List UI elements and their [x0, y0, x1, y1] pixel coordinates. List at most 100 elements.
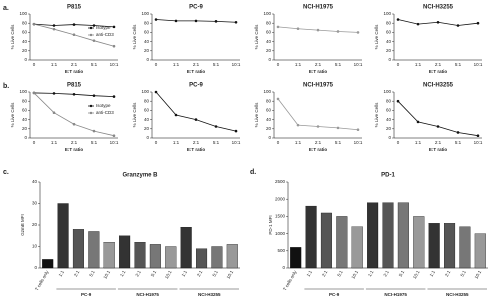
data-point — [296, 123, 300, 127]
bar — [367, 202, 379, 269]
x-tick-label: 5:1 — [150, 269, 158, 277]
y-tick-label: 80 — [266, 20, 272, 25]
y-tick-label: 60 — [144, 30, 150, 35]
y-tick-label: 40 — [386, 117, 392, 122]
x-tick-label: 5:1 — [88, 269, 96, 277]
chart-title: NCI-H3255 — [423, 83, 454, 89]
legend-marker — [89, 33, 93, 37]
x-tick-label: 10:1 — [412, 269, 421, 280]
y-axis-label: % Live Cells — [254, 102, 259, 128]
y-tick-label: 100 — [263, 11, 271, 16]
y-tick-label: 100 — [383, 89, 391, 94]
y-tick-label: 0 — [388, 57, 391, 62]
x-axis-label: E:T ratio — [187, 147, 206, 152]
x-tick-label: 5:1 — [213, 140, 220, 145]
x-tick-label: 10:1 — [110, 62, 119, 67]
panel-label: d. — [250, 169, 256, 176]
y-tick-label: 40 — [22, 39, 28, 44]
x-tick-label: 10:1 — [164, 269, 173, 280]
y-tick-label: 0 — [268, 135, 271, 140]
x-axis-label: E:T ratio — [429, 147, 448, 152]
x-tick-label: 2:1 — [444, 269, 452, 277]
y-tick-label: 40 — [32, 179, 38, 184]
x-tick-label: 1:1 — [51, 140, 58, 145]
y-tick-label: 2500 — [275, 179, 286, 184]
x-tick-label: 5:1 — [91, 62, 98, 67]
data-point — [416, 22, 420, 26]
y-tick-label: 20 — [22, 48, 28, 53]
y-tick-label: 40 — [386, 39, 392, 44]
y-tick-label: 500 — [277, 248, 285, 253]
x-tick-label: 2:1 — [134, 269, 142, 277]
y-tick-label: 40 — [266, 117, 272, 122]
x-tick-label: 0 — [277, 140, 280, 145]
series-line — [277, 98, 359, 131]
x-tick-label: 10:1 — [225, 269, 234, 280]
chart-title: PC-9 — [189, 83, 203, 89]
x-tick-label: 1:1 — [415, 62, 422, 67]
data-point — [52, 27, 56, 31]
y-tick-label: 1000 — [275, 231, 286, 236]
bar — [196, 248, 208, 269]
x-tick-label: 2:1 — [193, 140, 200, 145]
legend-marker — [89, 104, 93, 108]
x-tick-label: 5:1 — [455, 62, 462, 67]
chart-title: NCI-H3255 — [423, 5, 454, 11]
x-tick-label: 1:1 — [173, 62, 180, 67]
y-tick-label: 80 — [386, 98, 392, 103]
legend-label: anti-CD3 — [96, 110, 114, 115]
x-tick-label: 1:1 — [295, 140, 302, 145]
data-point — [72, 93, 76, 96]
x-tick-label: 10:1 — [474, 62, 483, 67]
data-point — [92, 94, 96, 97]
series-line — [155, 91, 237, 132]
x-tick-label: 5:1 — [211, 269, 219, 277]
legend-marker — [89, 111, 93, 115]
group-label: NCI-H1975 — [384, 292, 407, 297]
y-axis-label: PD-1 MFI — [268, 215, 273, 234]
chart-title: Granzyme B — [122, 173, 158, 179]
y-tick-label: 1500 — [275, 214, 286, 219]
data-point — [234, 20, 238, 24]
y-tick-label: 100 — [263, 89, 271, 94]
y-tick-label: 100 — [141, 11, 149, 16]
bar — [72, 229, 84, 269]
bar — [211, 246, 223, 269]
panel-label: c. — [3, 169, 9, 176]
y-axis-label: % Live Cells — [132, 102, 137, 128]
x-tick-label: 0 — [33, 62, 36, 67]
y-axis-label: % Live Cells — [10, 24, 15, 50]
data-point — [32, 91, 36, 95]
y-tick-label: 20 — [32, 222, 38, 227]
x-tick-label: 2:1 — [196, 269, 204, 277]
x-tick-label: 2:1 — [321, 269, 329, 277]
x-tick-label: 10:1 — [232, 140, 241, 145]
y-tick-label: 100 — [383, 11, 391, 16]
x-tick-label: 2:1 — [315, 140, 322, 145]
bar — [103, 242, 115, 269]
x-tick-label: T cells only — [34, 269, 50, 292]
y-tick-label: 20 — [266, 126, 272, 131]
y-tick-label: 60 — [22, 108, 28, 113]
group-label: PC-9 — [329, 292, 340, 297]
x-tick-label: 10:1 — [232, 62, 241, 67]
x-tick-label: 10:1 — [102, 269, 111, 280]
x-tick-label: 10:1 — [474, 140, 483, 145]
data-point — [214, 125, 218, 128]
data-point — [436, 20, 440, 24]
y-tick-label: 2000 — [275, 196, 286, 201]
y-tick-label: 20 — [386, 126, 392, 131]
chart-title: NCI-H1975 — [303, 5, 334, 11]
x-tick-label: 2:1 — [71, 62, 78, 67]
bar — [336, 216, 348, 269]
x-tick-label: 5:1 — [91, 140, 98, 145]
y-tick-label: 20 — [144, 126, 150, 131]
x-axis-label: E:T ratio — [429, 69, 448, 74]
y-tick-label: 60 — [266, 108, 272, 113]
x-tick-label: 1:1 — [306, 269, 314, 277]
x-tick-label: 0 — [397, 140, 400, 145]
x-tick-label: 0 — [155, 140, 158, 145]
data-point — [92, 39, 96, 42]
y-tick-label: 0 — [388, 135, 391, 140]
bar — [134, 242, 146, 269]
